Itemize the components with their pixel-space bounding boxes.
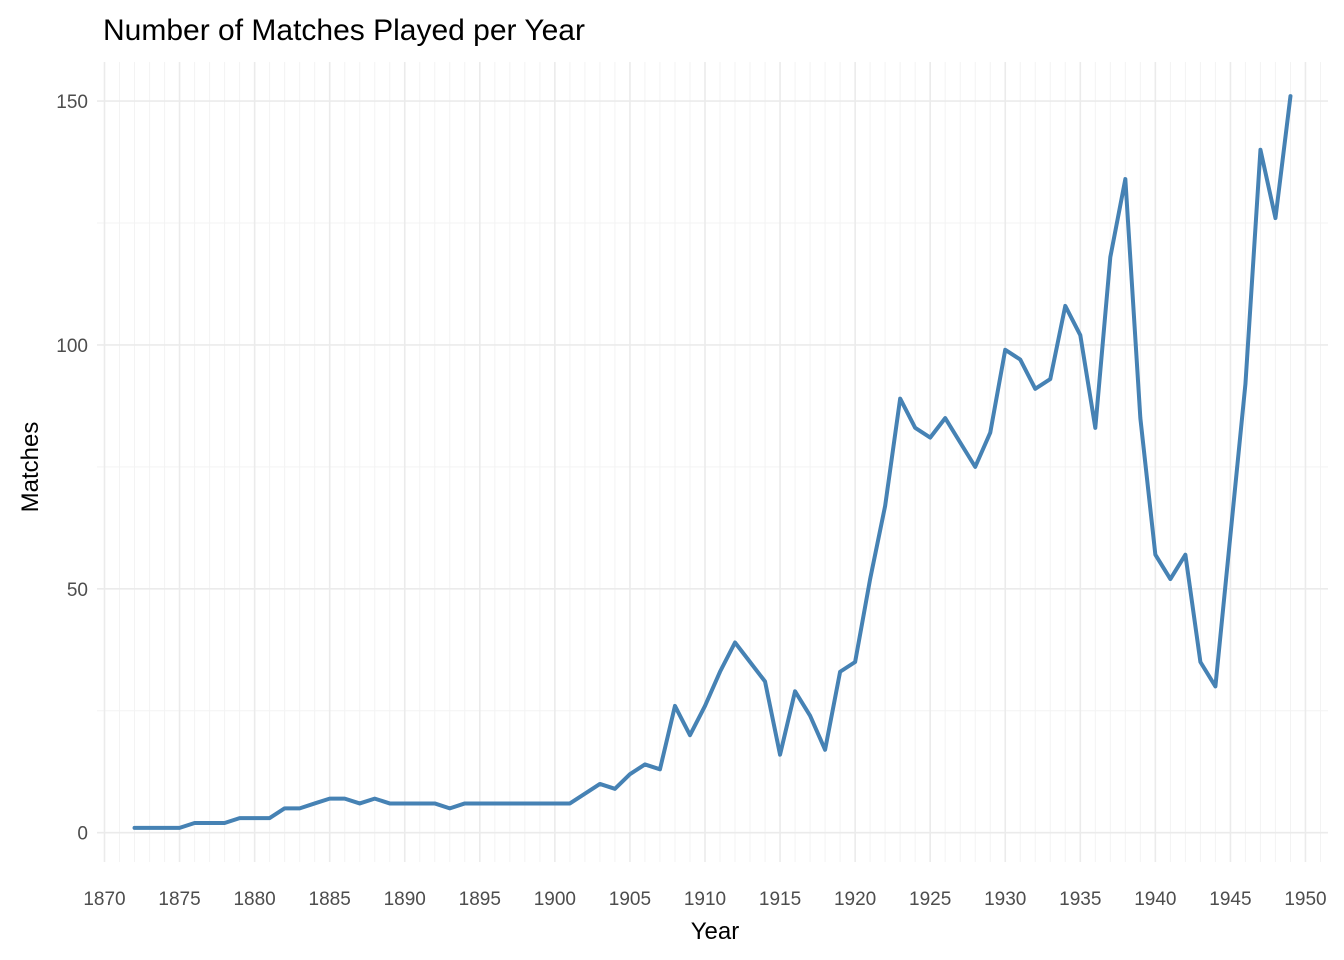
y-axis-tick-labels: 0 50 100 150 [56,92,88,845]
x-tick-label: 1935 [1059,889,1101,910]
y-tick-label: 150 [56,92,88,113]
x-tick-label: 1950 [1284,889,1326,910]
x-tick-label: 1875 [158,889,200,910]
x-tick-label: 1905 [609,889,651,910]
x-tick-label: 1910 [684,889,726,910]
x-tick-label: 1885 [309,889,351,910]
y-axis-title: Matches [17,422,44,513]
x-tick-label: 1945 [1209,889,1251,910]
x-tick-label: 1925 [909,889,951,910]
x-tick-label: 1940 [1134,889,1176,910]
x-tick-label: 1930 [984,889,1026,910]
y-tick-label: 0 [77,824,88,845]
minor-gridlines [97,62,1328,862]
y-tick-label: 50 [67,580,88,601]
x-tick-label: 1900 [534,889,576,910]
x-tick-label: 1890 [384,889,426,910]
major-gridlines [97,62,1328,862]
x-tick-label: 1920 [834,889,876,910]
x-tick-label: 1915 [759,889,801,910]
x-axis-tick-labels: 1870 1875 1880 1885 1890 1895 1900 1905 1910 1915… [83,889,1326,910]
x-tick-label: 1870 [83,889,125,910]
series-layer [132,94,1293,830]
chart-title: Number of Matches Played per Year [103,14,585,47]
x-tick-label: 1880 [233,889,275,910]
x-tick-label: 1895 [459,889,501,910]
series-line-0 [132,94,1293,830]
y-tick-label: 100 [56,336,88,357]
x-axis-title: Year [691,918,740,945]
